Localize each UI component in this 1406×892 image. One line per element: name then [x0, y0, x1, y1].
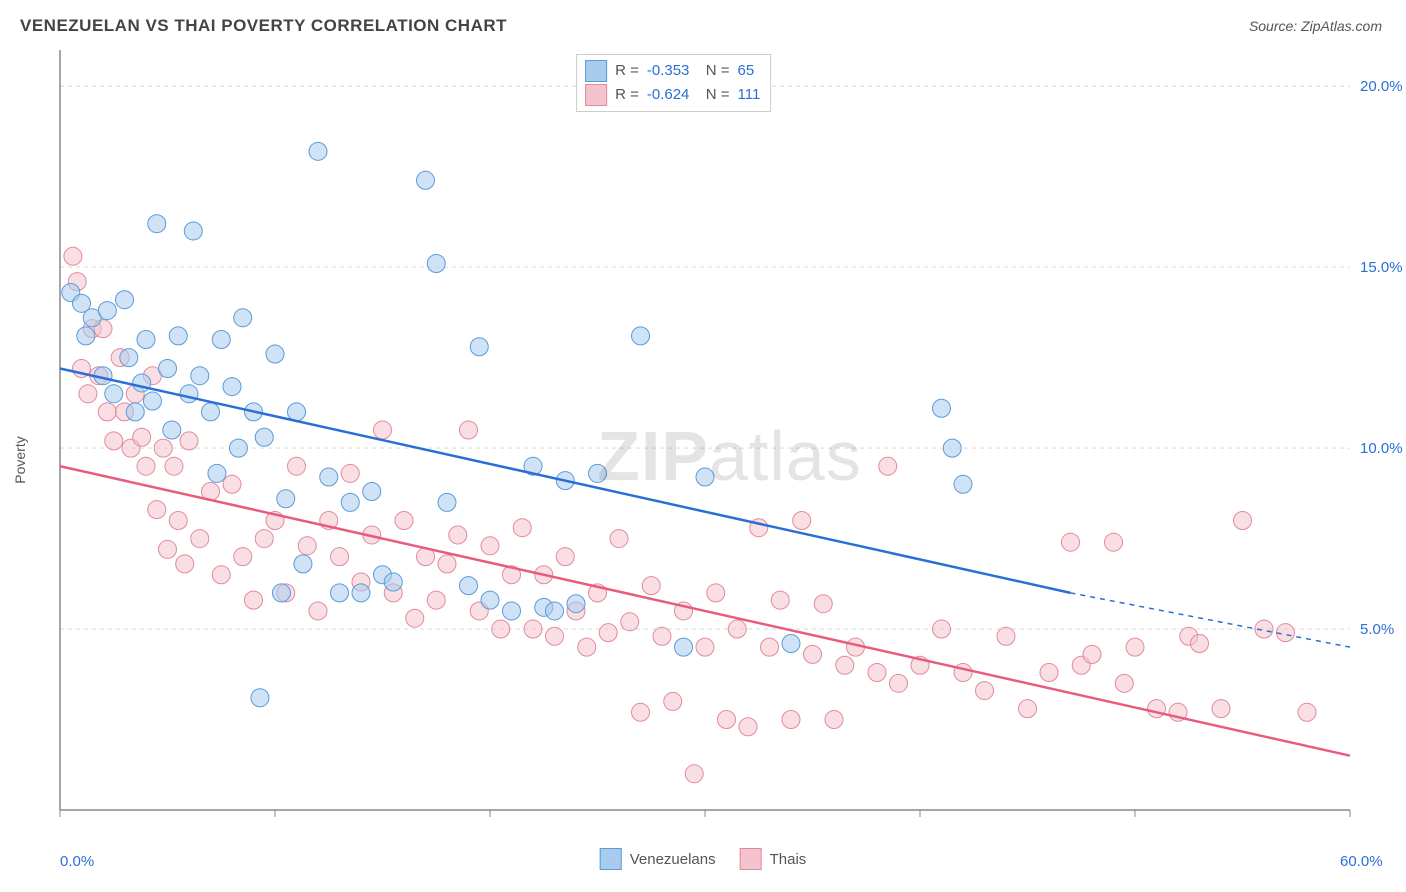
legend-label: Venezuelans — [630, 851, 716, 868]
stats-legend-row: R = -0.353 N = 65 — [585, 59, 760, 83]
header: VENEZUELAN VS THAI POVERTY CORRELATION C… — [20, 10, 1386, 50]
stat-n-label: N = — [697, 59, 729, 83]
svg-text:20.0%: 20.0% — [1360, 78, 1403, 95]
stat-r-label: R = — [615, 83, 639, 107]
legend-item: Thais — [740, 848, 807, 870]
stats-legend-row: R = -0.624 N = 111 — [585, 83, 760, 107]
scatter-chart: 5.0% 10.0% 15.0% 20.0% — [20, 50, 1406, 830]
chart-area: Poverty ZIPatlas 5.0%10.0%15.0%20.0% R =… — [20, 50, 1386, 870]
legend-swatch — [585, 60, 607, 82]
source-label: Source: ZipAtlas.com — [1249, 18, 1382, 34]
legend-item: Venezuelans — [600, 848, 716, 870]
legend-swatch — [740, 848, 762, 870]
chart-title: VENEZUELAN VS THAI POVERTY CORRELATION C… — [20, 16, 507, 36]
stat-r-value: -0.624 — [647, 83, 690, 107]
legend-swatch — [585, 84, 607, 106]
stat-n-value: 111 — [738, 83, 761, 107]
legend-label: Thais — [770, 851, 807, 868]
y-axis-label: Poverty — [12, 436, 28, 483]
stats-legend: R = -0.353 N = 65R = -0.624 N = 111 — [576, 54, 771, 112]
stat-n-value: 65 — [738, 59, 755, 83]
svg-text:5.0%: 5.0% — [1360, 621, 1394, 638]
stat-n-label: N = — [697, 83, 729, 107]
stat-r-label: R = — [615, 59, 639, 83]
stat-r-value: -0.353 — [647, 59, 690, 83]
x-axis-max-label: 60.0% — [1340, 853, 1383, 870]
legend-swatch — [600, 848, 622, 870]
series-legend: Venezuelans Thais — [600, 848, 807, 870]
svg-text:10.0%: 10.0% — [1360, 440, 1403, 457]
x-axis-min-label: 0.0% — [60, 853, 94, 870]
svg-text:15.0%: 15.0% — [1360, 259, 1403, 276]
